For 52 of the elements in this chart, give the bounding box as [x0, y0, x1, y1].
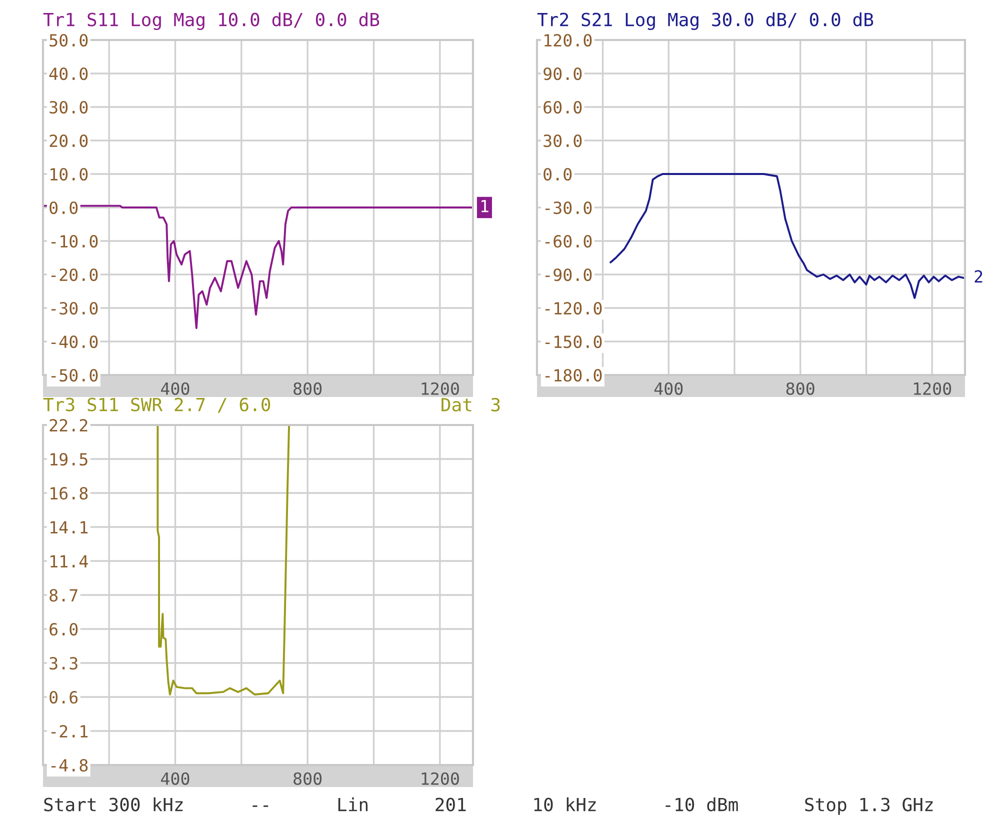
y-tick-label: -90.0 [545, 268, 592, 282]
y-tick-label: -20.0 [51, 268, 98, 282]
y-tick-label: 8.7 [50, 589, 78, 602]
y-tick-label: 0.0 [544, 168, 572, 181]
y-tick-label: 19.5 [50, 453, 88, 466]
y-tick-label: 20.0 [50, 134, 88, 148]
chart-title: Tr2 S21 Log Mag 30.0 dB/ 0.0 dB [537, 12, 874, 30]
y-tick-label: -150.0 [545, 336, 602, 348]
x-tick-label: 400 [161, 772, 190, 785]
x-tick-label: 400 [654, 382, 683, 395]
y-tick-label: 90.0 [544, 68, 582, 80]
text: 2 [974, 270, 982, 282]
chart-title: Tr1 S11 Log Mag 10.0 dB/ 0.0 dB [43, 12, 380, 30]
x-tick-label: 1200 [422, 382, 459, 395]
text: Start 300 kHz -- Lin 201 10 kHz -10 dBm Stop 1.3 GHz [44, 797, 933, 815]
x-tick-label: 1200 [422, 772, 459, 785]
y-tick-label: -120.0 [545, 302, 602, 315]
y-tick-label: -40.0 [51, 336, 98, 348]
y-tick-label: 0.6 [50, 691, 78, 704]
chart-title: Tr3 S11 SWR 2.7 / 6.0 [43, 398, 270, 413]
line-series [156, 425, 290, 696]
y-tick-label: 16.8 [50, 487, 88, 500]
x-tick-label: 800 [294, 382, 322, 395]
x-tick-label: 800 [294, 772, 322, 785]
y-tick-label: -10.0 [51, 235, 98, 248]
y-tick-label: -30.0 [51, 302, 98, 315]
x-tick-label: 400 [161, 382, 190, 395]
y-tick-label: 30.0 [50, 101, 88, 114]
x-tick-label: 800 [786, 382, 814, 395]
y-tick-label: 6.0 [50, 623, 78, 636]
text: 1 [481, 200, 488, 212]
y-tick-label: 60.0 [544, 101, 582, 114]
y-tick-label: 11.4 [50, 555, 88, 568]
text: 3 [491, 398, 500, 412]
y-tick-label: 120.0 [544, 34, 592, 47]
y-tick-label: -30.0 [545, 202, 592, 214]
y-tick-label: 3.3 [50, 657, 78, 670]
y-tick-label: 22.2 [50, 419, 88, 432]
line-series [610, 173, 964, 299]
y-tick-label: -50.0 [51, 369, 98, 382]
y-tick-label: 10.0 [50, 168, 88, 181]
y-tick-label: -2.1 [51, 725, 88, 738]
y-tick-label: 50.0 [50, 34, 88, 47]
x-tick-label: 1200 [914, 382, 952, 395]
y-tick-label: -4.8 [51, 759, 88, 772]
y-tick-label: -60.0 [545, 235, 592, 248]
y-tick-label: 14.1 [50, 521, 88, 534]
text: Dat [442, 398, 472, 412]
y-tick-label: 40.0 [49, 68, 88, 80]
y-tick-label: 30.0 [544, 134, 582, 148]
y-tick-label: 0.0 [50, 202, 78, 214]
y-tick-label: -180.0 [545, 369, 602, 382]
